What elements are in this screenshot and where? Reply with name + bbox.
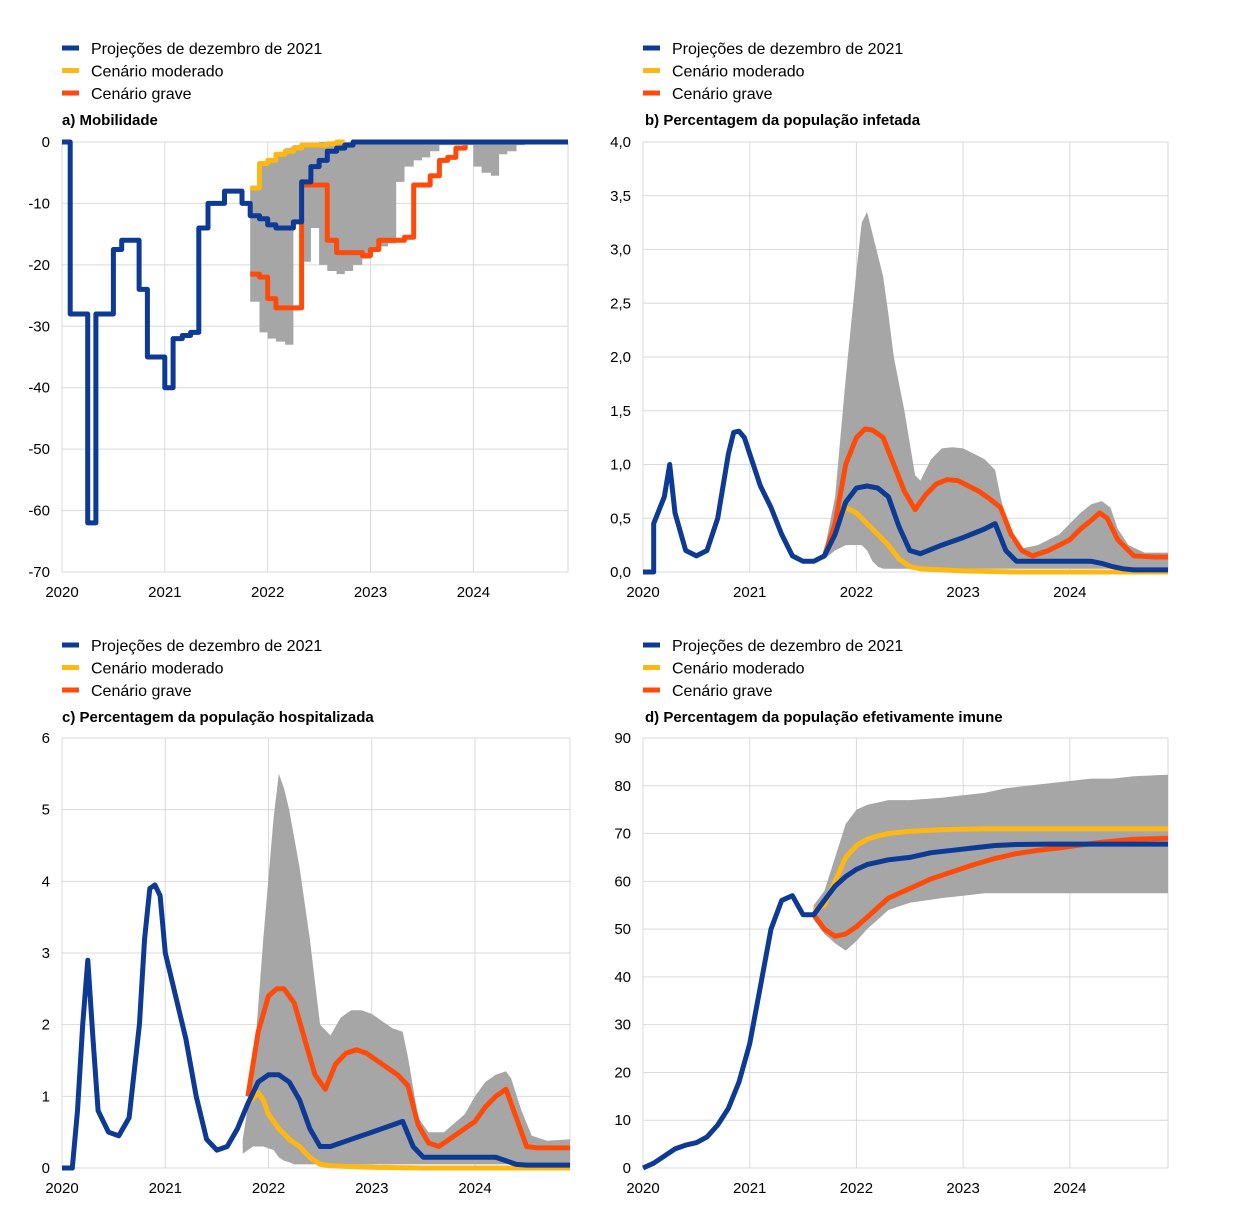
chart-panel-1: 0 -10 -20 -30 -40 -50 -60 -70 2020 2021 2022 2023 20… xyxy=(28,41,569,601)
y-tick-label: 20 xyxy=(614,1064,631,1081)
x-tick-label: 2021 xyxy=(148,584,181,601)
series-line-1 xyxy=(62,139,568,526)
x-tick-label: 2023 xyxy=(946,584,979,601)
x-tick-label: 2022 xyxy=(251,584,284,601)
y-tick-label: 0 xyxy=(42,134,50,151)
y-tick-label: 1,0 xyxy=(610,457,631,474)
y-tick-label: 1 xyxy=(42,1088,50,1105)
y-tick-label: 3,0 xyxy=(610,242,631,259)
panel-title: b) Percentagem da população infetada xyxy=(645,112,921,129)
y-tick-label: -10 xyxy=(28,195,50,212)
legend-label: Projeções de dezembro de 2021 xyxy=(672,41,903,58)
x-tick-label: 2022 xyxy=(840,584,873,601)
plot-frame xyxy=(642,141,1169,573)
x-tick-label: 2023 xyxy=(355,1180,388,1197)
y-tick-label: 50 xyxy=(614,921,631,938)
x-tick-label: 2024 xyxy=(1053,1180,1086,1197)
y-tick-label: 30 xyxy=(614,1017,631,1034)
x-tick-label: 2020 xyxy=(45,584,78,601)
y-tick-label: 6 xyxy=(42,730,50,747)
chart-panel-2: 0,0 0,5 1,0 1,5 2,0 2,5 3,0 3,5 4,0 2020 2021 2022 2… xyxy=(610,41,1169,601)
legend-label: Cenário moderado xyxy=(672,661,805,678)
y-tick-label: -70 xyxy=(28,564,50,581)
x-tick-label: 2022 xyxy=(252,1180,285,1197)
uncertainty-band xyxy=(813,774,1168,951)
y-tick-label: 5 xyxy=(42,802,50,819)
legend-label: Cenário grave xyxy=(672,683,773,700)
x-tick-label: 2020 xyxy=(626,584,659,601)
y-tick-label: -50 xyxy=(28,441,50,458)
series-line-2 xyxy=(812,826,1168,913)
uncertainty-band xyxy=(242,773,570,1165)
panel-title: d) Percentagem da população efetivamente… xyxy=(645,709,1003,726)
y-tick-label: 2 xyxy=(42,1017,50,1034)
uncertainty-band xyxy=(250,142,568,345)
legend: Projeções de dezembro de 2021 Cenário mod… xyxy=(643,41,903,103)
panel-title: c) Percentagem da população hospitalizad… xyxy=(62,709,374,726)
x-tick-label: 2024 xyxy=(457,584,490,601)
y-tick-label: 4,0 xyxy=(610,134,631,151)
y-tick-label: 0 xyxy=(623,1160,631,1177)
x-tick-label: 2023 xyxy=(354,584,387,601)
x-tick-label: 2023 xyxy=(946,1180,979,1197)
legend-label: Cenário moderado xyxy=(91,64,224,81)
series-line-2 xyxy=(250,139,345,191)
series-line-3 xyxy=(245,986,570,1151)
x-tick-label: 2022 xyxy=(840,1180,873,1197)
series-line-1 xyxy=(62,882,570,1171)
series-line-3 xyxy=(822,426,1168,560)
legend-label: Projeções de dezembro de 2021 xyxy=(91,41,322,58)
x-tick-label: 2020 xyxy=(626,1180,659,1197)
y-tick-label: 2,0 xyxy=(610,349,631,366)
legend: Projeções de dezembro de 2021 Cenário mod… xyxy=(643,638,903,700)
y-tick-label: 0,5 xyxy=(610,510,631,527)
series-line-1 xyxy=(643,428,1168,575)
x-tick-label: 2021 xyxy=(733,584,766,601)
plot-frame xyxy=(61,737,571,1169)
legend: Projeções de dezembro de 2021 Cenário mod… xyxy=(62,41,322,103)
y-tick-label: 0,0 xyxy=(610,564,631,581)
plot-frame xyxy=(61,141,569,573)
legend-label: Cenário moderado xyxy=(672,64,805,81)
legend-label: Cenário moderado xyxy=(91,661,224,678)
y-tick-label: -60 xyxy=(28,503,50,520)
y-tick-label: -30 xyxy=(28,318,50,335)
uncertainty-band xyxy=(824,211,1168,569)
legend-label: Cenário grave xyxy=(672,86,773,103)
y-tick-label: 2,5 xyxy=(610,295,631,312)
y-tick-label: 10 xyxy=(614,1112,631,1129)
legend-label: Cenário grave xyxy=(91,683,192,700)
legend-label: Projeções de dezembro de 2021 xyxy=(672,638,903,655)
series-line-1 xyxy=(641,841,1168,1171)
chart-panel-3: 0 1 2 3 4 5 6 2020 2021 2022 2023 2024 Projeções de … xyxy=(42,638,571,1197)
y-tick-label: -40 xyxy=(28,380,50,397)
y-tick-label: 40 xyxy=(614,969,631,986)
legend: Projeções de dezembro de 2021 Cenário mod… xyxy=(62,638,322,700)
chart-panel-4: 0 10 20 30 40 50 60 70 80 90 2020 2021 2022 2023 2024 P… xyxy=(614,638,1169,1197)
y-tick-label: 60 xyxy=(614,873,631,890)
series-line-2 xyxy=(246,1090,570,1171)
x-tick-label: 2021 xyxy=(149,1180,182,1197)
plot-frame xyxy=(642,737,1169,1169)
panel-title: a) Mobilidade xyxy=(62,112,158,129)
series-line-3 xyxy=(250,145,468,311)
y-tick-label: 70 xyxy=(614,826,631,843)
x-tick-label: 2021 xyxy=(733,1180,766,1197)
y-tick-label: 80 xyxy=(614,778,631,795)
x-tick-label: 2020 xyxy=(45,1180,78,1197)
y-tick-label: 3,5 xyxy=(610,188,631,205)
legend-label: Projeções de dezembro de 2021 xyxy=(91,638,322,655)
y-tick-label: 0 xyxy=(42,1160,50,1177)
x-tick-label: 2024 xyxy=(1053,584,1086,601)
legend-label: Cenário grave xyxy=(91,86,192,103)
x-tick-label: 2024 xyxy=(458,1180,491,1197)
y-tick-label: 3 xyxy=(42,945,50,962)
series-line-2 xyxy=(822,505,1168,575)
y-tick-label: 90 xyxy=(614,730,631,747)
y-tick-label: -20 xyxy=(28,257,50,274)
y-tick-label: 4 xyxy=(42,873,50,890)
y-tick-label: 1,5 xyxy=(610,403,631,420)
